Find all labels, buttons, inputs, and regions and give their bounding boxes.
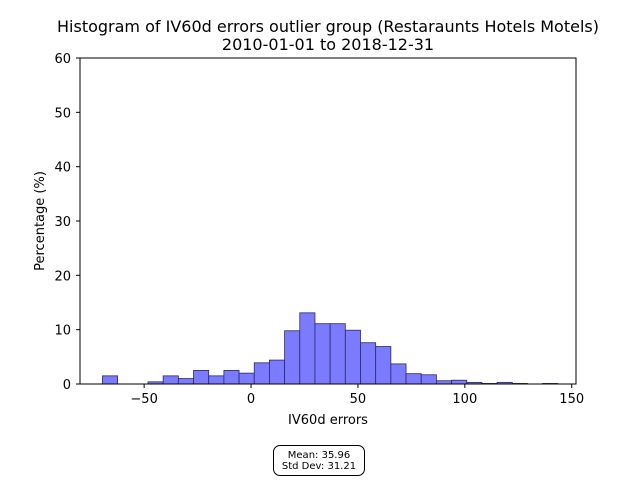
x-axis-label: IV60d errors <box>288 413 368 428</box>
mean-label: Mean: 35.96 <box>287 450 351 461</box>
x-tick-label: −50 <box>130 392 157 407</box>
histogram-bar-17 <box>360 342 377 385</box>
histogram-bar-9 <box>238 372 255 385</box>
histogram-bar-20 <box>405 373 422 385</box>
x-tick-label: 50 <box>350 392 367 407</box>
histogram-bar-13 <box>299 312 316 385</box>
histogram-bar-4 <box>162 375 179 385</box>
y-tick-label: 30 <box>54 215 71 230</box>
histogram-bar-11 <box>269 359 285 385</box>
y-tick-label: 50 <box>54 106 71 121</box>
histogram-bar-10 <box>253 362 270 385</box>
x-axis-ticks: −50 0 50 100 150 <box>130 384 584 407</box>
histogram-bar-18 <box>375 346 392 385</box>
histogram-bar-8 <box>223 370 240 385</box>
chart-subtitle: 2010-01-01 to 2018-12-31 <box>222 35 434 54</box>
y-axis-ticks: 0 10 20 30 40 50 60 <box>54 52 80 393</box>
histogram-bar-12 <box>284 330 301 385</box>
y-tick-label: 0 <box>63 378 71 393</box>
std-dev-label: Std Dev: 31.21 <box>281 461 357 472</box>
bars-group <box>102 312 559 385</box>
histogram-bar-21 <box>420 374 437 385</box>
x-tick-label: 0 <box>247 392 255 407</box>
y-tick-label: 20 <box>54 269 71 284</box>
y-axis-label: Percentage (%) <box>33 171 48 271</box>
histogram-bar-6 <box>193 370 210 385</box>
x-tick-label: 100 <box>452 392 477 407</box>
histogram-bar-15 <box>329 323 346 385</box>
histogram-bar-5 <box>177 378 194 385</box>
histogram-bar-7 <box>208 375 225 385</box>
stats-box: Mean: 35.96 Std Dev: 31.21 <box>273 445 365 476</box>
x-tick-label: 150 <box>559 392 584 407</box>
chart-title: Histogram of IV60d errors outlier group … <box>57 17 599 36</box>
histogram-bar-23 <box>451 379 468 385</box>
y-tick-label: 10 <box>54 324 71 339</box>
histogram-bar-14 <box>314 323 331 385</box>
histogram-bar-0 <box>102 375 119 385</box>
histogram-bar-16 <box>344 329 361 385</box>
y-tick-label: 40 <box>54 161 71 176</box>
histogram-bar-19 <box>390 363 407 385</box>
y-tick-label: 60 <box>54 52 71 67</box>
